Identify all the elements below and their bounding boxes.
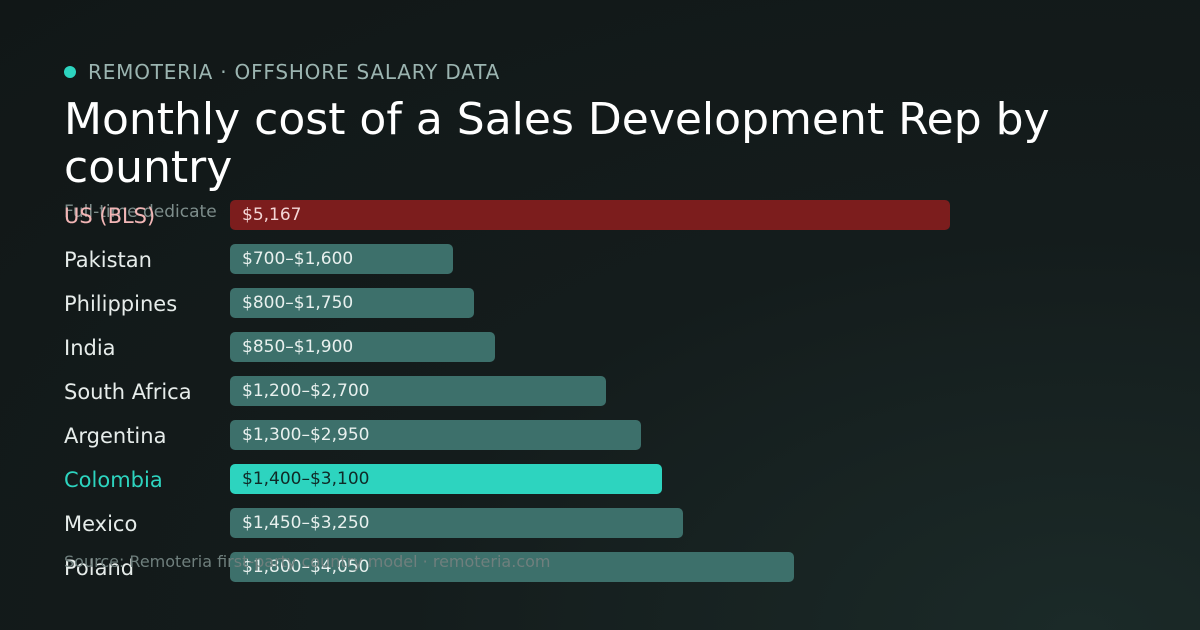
category-label: South Africa bbox=[64, 380, 192, 404]
bar-row: Argentina $1,300–$2,950 bbox=[0, 420, 1200, 450]
bar-row: Mexico $1,450–$3,250 bbox=[0, 508, 1200, 538]
chart-subtitle: Full-time dedicate bbox=[64, 202, 217, 222]
category-label: India bbox=[64, 336, 116, 360]
category-label: Mexico bbox=[64, 512, 138, 536]
eyebrow: REMOTERIA · OFFSHORE SALARY DATA bbox=[64, 60, 500, 84]
bar-row: India $850–$1,900 bbox=[0, 332, 1200, 362]
bar: $700–$1,600 bbox=[230, 244, 453, 274]
bar-value-label: $1,200–$2,700 bbox=[242, 381, 370, 401]
bar: $1,400–$3,100 bbox=[230, 464, 662, 494]
bar-row: Poland $1,800–$4,050 bbox=[0, 552, 1200, 582]
bar: $1,300–$2,950 bbox=[230, 420, 641, 450]
brand-dot-icon bbox=[64, 66, 76, 78]
bar-row: Philippines $800–$1,750 bbox=[0, 288, 1200, 318]
bar-row: US (BLS) $5,167 bbox=[0, 200, 1200, 230]
bar: $5,167 bbox=[230, 200, 950, 230]
chart-title: Monthly cost of a Sales Development Rep … bbox=[64, 94, 1050, 193]
category-label: Philippines bbox=[64, 292, 178, 316]
bar-value-label: $800–$1,750 bbox=[242, 293, 354, 313]
category-label: Poland bbox=[64, 556, 135, 580]
category-label: US (BLS) bbox=[64, 204, 156, 228]
bar-value-label: $5,167 bbox=[242, 205, 302, 225]
category-label: Pakistan bbox=[64, 248, 152, 272]
bar-value-label: $700–$1,600 bbox=[242, 249, 354, 269]
bar: $850–$1,900 bbox=[230, 332, 495, 362]
bar: $800–$1,750 bbox=[230, 288, 474, 318]
bar-value-label: $850–$1,900 bbox=[242, 337, 354, 357]
category-label: Colombia bbox=[64, 468, 163, 492]
eyebrow-label: REMOTERIA · OFFSHORE SALARY DATA bbox=[88, 60, 501, 84]
bar-row: South Africa $1,200–$2,700 bbox=[0, 376, 1200, 406]
bar-value-label: $1,450–$3,250 bbox=[242, 513, 370, 533]
bar: $1,200–$2,700 bbox=[230, 376, 606, 406]
bar-value-label: $1,400–$3,100 bbox=[242, 469, 370, 489]
bar: $1,800–$4,050 bbox=[230, 552, 794, 582]
bar: $1,450–$3,250 bbox=[230, 508, 683, 538]
bar-value-label: $1,800–$4,050 bbox=[242, 557, 370, 577]
bar-row: Pakistan $700–$1,600 bbox=[0, 244, 1200, 274]
bar-value-label: $1,300–$2,950 bbox=[242, 425, 370, 445]
category-label: Argentina bbox=[64, 424, 167, 448]
bar-row: Colombia $1,400–$3,100 bbox=[0, 464, 1200, 494]
source-footer: Source: Remoteria first-party country mo… bbox=[64, 552, 551, 571]
